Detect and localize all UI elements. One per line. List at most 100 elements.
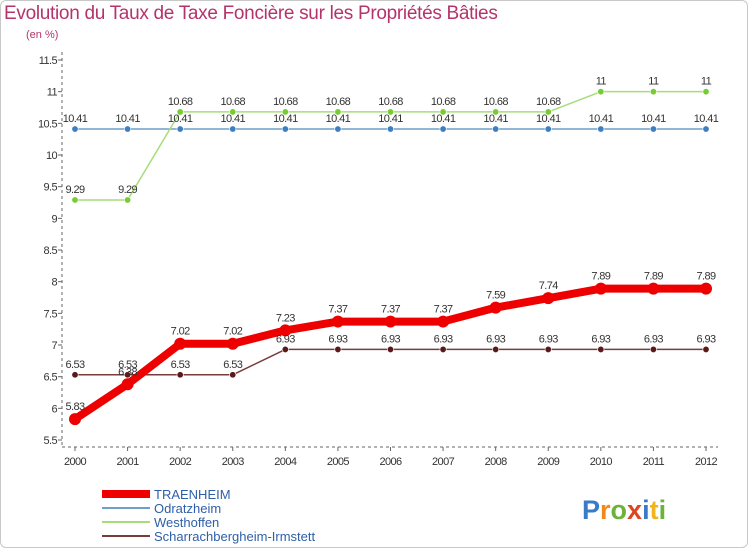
- y-tick-label: 11.5: [39, 55, 58, 67]
- data-label: 10.41: [378, 113, 403, 125]
- x-tick-label: 2000: [64, 456, 87, 468]
- data-point: [71, 125, 79, 133]
- data-label: 6.93: [591, 333, 610, 345]
- data-label: 10.41: [273, 113, 298, 125]
- x-tick-label: 2005: [327, 456, 350, 468]
- y-tick-label: 7: [51, 340, 57, 352]
- x-tick-label: 2004: [274, 456, 297, 468]
- logo-letter: i: [659, 495, 667, 525]
- data-point: [121, 378, 134, 391]
- logo-letter: P: [582, 495, 600, 525]
- y-tick-label: 10.5: [38, 118, 57, 130]
- y-tick-label: 8.5: [44, 245, 58, 257]
- data-label: 10.68: [168, 96, 193, 108]
- legend-label: TRAENHEIM: [154, 487, 231, 502]
- data-point: [71, 371, 79, 379]
- data-label: 7.02: [223, 326, 242, 338]
- data-point: [124, 196, 132, 204]
- data-point: [229, 108, 237, 116]
- data-point: [334, 108, 342, 116]
- data-point: [489, 301, 502, 314]
- proxiti-logo: Proxiti: [582, 495, 666, 525]
- legend-label: Scharrachbergheim-Irmstett: [154, 529, 315, 544]
- data-point: [439, 125, 447, 133]
- y-tick-label: 6.5: [44, 372, 58, 384]
- data-point: [124, 125, 132, 133]
- data-point: [544, 345, 552, 353]
- data-point: [542, 292, 555, 305]
- data-point: [597, 125, 605, 133]
- x-tick-label: 2001: [117, 456, 140, 468]
- data-label: 9.29: [65, 184, 84, 196]
- data-point: [386, 108, 394, 116]
- data-label: 11: [648, 76, 659, 88]
- x-tick-label: 2012: [695, 456, 718, 468]
- data-point: [702, 125, 710, 133]
- data-point: [649, 125, 657, 133]
- data-label: 10.68: [378, 96, 403, 108]
- y-tick-label: 11: [47, 87, 58, 99]
- x-tick-label: 2008: [485, 456, 508, 468]
- data-label: 6.93: [434, 333, 453, 345]
- data-label: 10.68: [536, 96, 561, 108]
- data-label: 10.68: [273, 96, 298, 108]
- data-point: [386, 345, 394, 353]
- data-label: 10.68: [220, 96, 245, 108]
- data-point: [176, 125, 184, 133]
- data-label: 10.41: [641, 113, 666, 125]
- data-point: [174, 337, 187, 350]
- data-point: [334, 345, 342, 353]
- data-point: [544, 108, 552, 116]
- data-label: 10.41: [115, 113, 140, 125]
- data-label: 7.74: [539, 280, 558, 292]
- data-point: [69, 413, 81, 426]
- data-point: [439, 345, 447, 353]
- data-point: [281, 345, 289, 353]
- logo-text: Proxiti: [582, 495, 666, 525]
- x-tick-label: 2003: [222, 456, 245, 468]
- data-label: 10.41: [431, 113, 456, 125]
- data-point: [492, 108, 500, 116]
- data-label: 6.53: [65, 359, 84, 371]
- x-axis-ticks: 2000 2001 2002 2003 2004 2005 2006 2007 2008 2009…: [64, 447, 718, 468]
- data-label: 6.53: [171, 359, 190, 371]
- data-label: 11: [701, 76, 712, 88]
- y-axis-ticks: 5.5 6 6.5 7 7.5 8 8.5 9 9.5 10 10.5 11 11.5: [38, 55, 62, 447]
- data-label: 10.68: [326, 96, 351, 108]
- data-label: 10.41: [536, 113, 561, 125]
- data-point: [649, 88, 657, 96]
- data-point: [384, 315, 397, 328]
- data-label: 6.53: [118, 359, 137, 371]
- data-point: [281, 108, 289, 116]
- data-label: 7.02: [171, 326, 190, 338]
- y-tick-label: 9.5: [44, 182, 58, 194]
- data-point: [176, 371, 184, 379]
- data-label: 9.29: [118, 184, 137, 196]
- data-label: 7.89: [696, 271, 715, 283]
- data-point: [594, 282, 607, 295]
- unit-label: (en %): [26, 29, 59, 41]
- y-tick-label: 5.5: [44, 435, 58, 447]
- data-point: [700, 282, 712, 295]
- data-label: 6.93: [276, 333, 295, 345]
- y-tick-label: 6: [51, 403, 57, 415]
- data-point: [702, 88, 710, 96]
- data-label: 6.93: [696, 333, 715, 345]
- data-point: [647, 282, 660, 295]
- logo-letter: i: [642, 495, 650, 525]
- series-lines: [69, 88, 712, 426]
- data-label: 10.41: [168, 113, 193, 125]
- data-point: [176, 108, 184, 116]
- data-label: 6.93: [486, 333, 505, 345]
- data-label: 10.41: [694, 113, 719, 125]
- data-label: 6.93: [381, 333, 400, 345]
- data-point: [702, 345, 710, 353]
- data-point: [229, 371, 237, 379]
- data-label: 11: [596, 76, 607, 88]
- data-point: [597, 88, 605, 96]
- data-point: [229, 125, 237, 133]
- data-label: 7.23: [276, 312, 295, 324]
- data-label: 7.37: [381, 304, 400, 316]
- logo-letter: t: [650, 495, 659, 525]
